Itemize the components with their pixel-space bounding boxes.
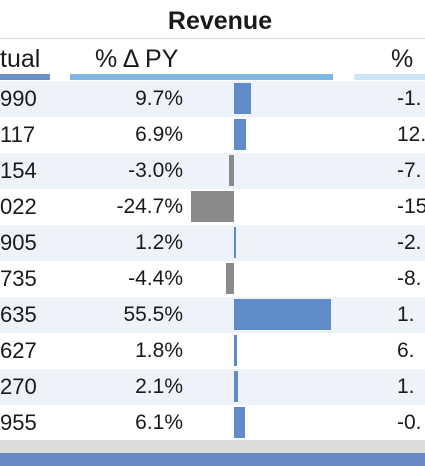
pct-second-value: -7.	[397, 159, 422, 182]
pct-second-value: -1.	[397, 87, 422, 110]
table-row[interactable]: 022 -24.7% -15.	[0, 189, 425, 225]
table-row[interactable]: 955 6.1% -0.	[0, 405, 425, 441]
column-header-actual[interactable]: tual	[0, 45, 41, 73]
pct-delta-py-value: 6.9%	[135, 123, 183, 146]
pct-delta-py-bar	[234, 83, 251, 114]
pct-delta-py-bar	[234, 407, 245, 438]
actual-value: 955	[0, 410, 37, 435]
pct-delta-py-value: 1.8%	[135, 339, 183, 362]
actual-value: 635	[0, 302, 37, 327]
header-underline-pct-py	[70, 74, 333, 80]
table-row[interactable]: 905 1.2% -2.	[0, 225, 425, 261]
column-header-pct-second[interactable]: %	[391, 45, 414, 73]
pct-second-value: -8.	[397, 267, 422, 290]
pct-delta-py-value: -3.0%	[128, 159, 183, 182]
table-row[interactable]: 735 -4.4% -8.	[0, 261, 425, 297]
column-header-pct-delta-py[interactable]: % Δ PY	[95, 45, 179, 73]
pct-delta-py-bar	[234, 371, 238, 402]
pct-delta-py-value: -24.7%	[116, 195, 183, 218]
title-divider	[0, 38, 425, 39]
pct-second-value: 1.	[397, 375, 415, 398]
actual-value: 627	[0, 338, 37, 363]
actual-value: 270	[0, 374, 37, 399]
actual-value: 735	[0, 266, 37, 291]
pct-second-value: 12.	[397, 123, 425, 146]
pct-delta-py-bar	[234, 299, 332, 330]
actual-value: 117	[0, 122, 36, 147]
header-underline-pct-second	[354, 74, 425, 80]
table-row[interactable]: 990 9.7% -1.	[0, 81, 425, 117]
actual-value: 905	[0, 230, 37, 255]
pct-delta-py-bar	[226, 263, 234, 294]
pct-delta-py-bar	[234, 335, 238, 366]
pct-delta-py-value: -4.4%	[128, 267, 183, 290]
pct-delta-py-value: 6.1%	[135, 411, 183, 434]
pct-delta-py-bar	[234, 119, 247, 150]
actual-value: 990	[0, 86, 37, 111]
table-row[interactable]: 270 2.1% 1.	[0, 369, 425, 405]
pct-delta-py-value: 9.7%	[135, 87, 183, 110]
total-row-separator	[0, 440, 425, 453]
pct-second-value: -2.	[397, 231, 422, 254]
pct-delta-py-value: 1.2%	[135, 231, 183, 254]
revenue-table: 990 9.7% -1. 117 6.9% 12. 154 -3.0% -7. 022 -24.7%…	[0, 81, 425, 441]
pct-second-value: 1.	[397, 303, 415, 326]
pct-delta-py-value: 55.5%	[123, 303, 183, 326]
pct-delta-py-bar	[228, 155, 234, 186]
pct-delta-py-bar	[234, 227, 237, 258]
header-underline-actual	[0, 74, 50, 80]
total-row-bar	[0, 453, 425, 466]
actual-value: 154	[0, 158, 37, 183]
table-row[interactable]: 117 6.9% 12.	[0, 117, 425, 153]
table-row[interactable]: 635 55.5% 1.	[0, 297, 425, 333]
table-title: Revenue	[167, 7, 273, 35]
pct-delta-py-bar	[190, 191, 234, 222]
table-row[interactable]: 627 1.8% 6.	[0, 333, 425, 369]
actual-value: 022	[0, 194, 37, 219]
table-row[interactable]: 154 -3.0% -7.	[0, 153, 425, 189]
pct-second-value: -15.	[397, 195, 425, 218]
pct-second-value: 6.	[397, 339, 415, 362]
pct-second-value: -0.	[397, 411, 422, 434]
pct-delta-py-value: 2.1%	[135, 375, 183, 398]
